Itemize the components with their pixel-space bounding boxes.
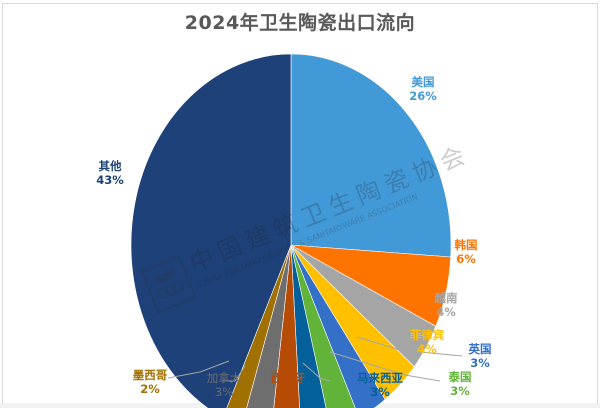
label-pct: 6% — [456, 252, 476, 266]
label-name: 墨西哥 — [132, 368, 168, 382]
leader-line-thailand — [329, 351, 441, 382]
label-others: 其他 43% — [88, 159, 132, 187]
label-pct: 2% — [140, 382, 160, 396]
pie-slice-西班牙 — [273, 244, 300, 408]
label-name: 泰国 — [448, 370, 472, 384]
label-name: 英国 — [468, 342, 492, 356]
label-pct: 3% — [278, 385, 298, 399]
association-logo-icon — [140, 255, 197, 314]
label-pct: 3% — [450, 384, 470, 398]
label-thailand: 泰国 3% — [438, 370, 482, 398]
label-pct: 3% — [370, 385, 390, 399]
label-pct: 4% — [417, 342, 437, 356]
label-name: 菲律宾 — [409, 328, 445, 342]
label-name: 韩国 — [454, 238, 478, 252]
label-vietnam: 越南 4% — [424, 291, 468, 319]
label-usa: 美国 26% — [400, 75, 446, 103]
label-pct: 4% — [436, 305, 456, 319]
label-name: 其他 — [98, 159, 122, 173]
label-korea: 韩国 6% — [444, 238, 488, 266]
label-uk: 英国 3% — [458, 342, 502, 370]
label-name: 加拿大 — [206, 371, 242, 385]
label-mexico: 墨西哥 2% — [124, 368, 176, 396]
label-name: 马来西亚 — [357, 371, 403, 385]
leader-lines — [167, 336, 463, 382]
pie-slice-美国 — [290, 53, 452, 258]
label-name: 西班牙 — [270, 371, 306, 385]
label-name: 越南 — [434, 291, 458, 305]
leader-line-malaysia — [302, 362, 331, 382]
pie-slice-马来西亚 — [290, 244, 327, 408]
pie-slice-泰国 — [290, 244, 356, 408]
label-pct: 26% — [409, 89, 437, 103]
leader-line-mexico — [167, 360, 230, 379]
pie-slice-英国 — [290, 244, 386, 408]
label-malaysia: 马来西亚 3% — [348, 371, 412, 399]
label-pct: 3% — [470, 356, 490, 370]
leader-line-uk — [356, 336, 463, 357]
chart-title: 2024年卫生陶瓷出口流向 — [184, 12, 416, 34]
label-canada: 加拿大 3% — [198, 371, 250, 399]
label-philippines: 菲律宾 4% — [399, 328, 455, 356]
label-pct: 3% — [214, 385, 234, 399]
label-name: 美国 — [411, 75, 435, 89]
leader-line-canada — [222, 365, 246, 382]
label-pct: 43% — [96, 173, 124, 187]
label-spain: 西班牙 3% — [262, 371, 314, 399]
